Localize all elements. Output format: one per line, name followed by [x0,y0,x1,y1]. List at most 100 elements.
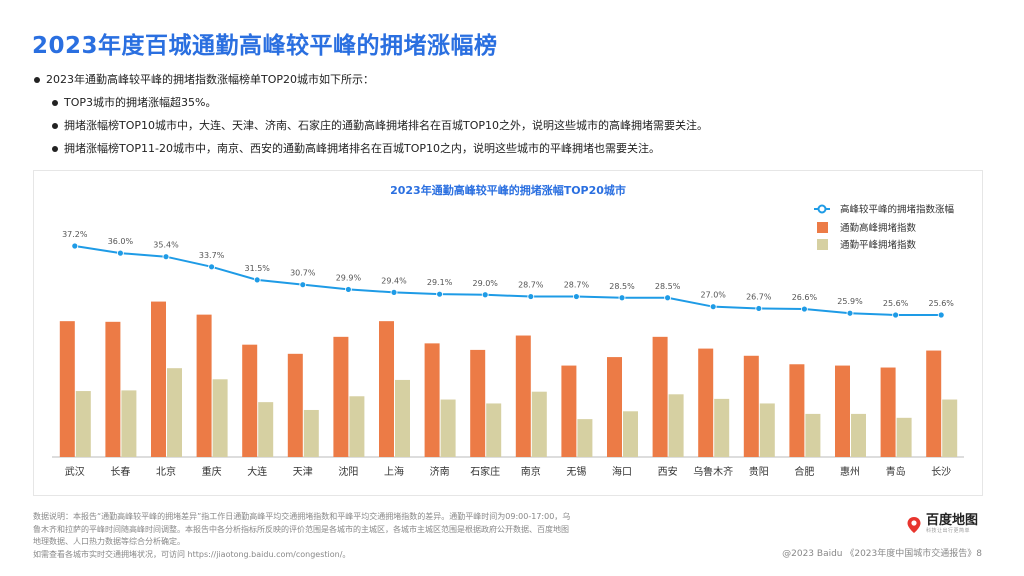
growth-label-1: 36.0% [108,237,134,246]
legend-label-peak: 通勤高峰拥堵指数 [840,222,917,234]
bar-offpeak-3 [212,379,228,457]
combo-chart: 2023年通勤高峰较平峰的拥堵涨幅TOP20城市 高峰较平峰的拥堵指数涨幅 通勤… [52,183,964,478]
growth-label-17: 25.9% [837,297,863,306]
bar-offpeak-14 [714,398,730,457]
footnote-line-1: 数据说明：本报告“通勤高峰较平峰的拥堵差异”指工作日通勤高峰平均交通拥堵指数和平… [33,512,571,521]
chart-panel: 2023年通勤高峰较平峰的拥堵涨幅TOP20城市 高峰较平峰的拥堵指数涨幅 通勤… [33,170,983,496]
growth-point-19 [937,311,945,319]
x-tick-label-14: 乌鲁木齐 [693,465,733,478]
bar-peak-14 [698,348,714,457]
bar-offpeak-8 [440,399,456,457]
logo-subtext: 科技让出行更简单 [926,528,971,534]
growth-label-2: 35.4% [153,241,179,250]
growth-label-11: 28.7% [564,281,590,290]
growth-label-13: 28.5% [655,282,681,291]
growth-label-10: 28.7% [518,281,544,290]
bar-peak-19 [926,350,942,457]
bullet-intro: 2023年通勤高峰较平峰的拥堵指数涨幅榜单TOP20城市如下所示： [34,72,708,95]
growth-point-16 [801,305,808,313]
x-tick-label-4: 大连 [247,465,267,478]
x-tick-label-7: 上海 [384,465,404,478]
growth-label-9: 29.0% [472,279,498,288]
legend-line-marker [817,204,827,214]
x-tick-label-9: 石家庄 [470,465,500,478]
growth-label-12: 28.5% [609,282,635,291]
bar-offpeak-18 [896,417,912,457]
bar-peak-6 [333,336,349,457]
x-tick-label-10: 南京 [521,465,541,478]
legend-peak-swatch [817,222,828,233]
bar-peak-16 [789,364,805,457]
x-tick-label-19: 长沙 [931,466,951,478]
copyright-text: @2023 Baidu 《2023年度中国城市交通报告》8 [782,549,982,559]
bar-offpeak-0 [75,391,91,457]
x-tick-label-1: 长春 [110,466,130,478]
bar-peak-9 [470,349,486,457]
bars-group [59,301,958,457]
legend-label-offpeak: 通勤平峰拥堵指数 [840,239,917,251]
growth-point-2 [162,253,170,261]
growth-point-13 [664,294,671,302]
growth-point-11 [573,293,580,300]
growth-label-7: 29.4% [381,276,407,285]
bar-peak-11 [561,365,577,457]
x-axis-labels: 武汉 长春 北京 重庆 大连 天津 沈阳 上海 济南 石家庄 南京 无锡 海口 西安 乌鲁木齐 贵阳 合肥 惠州 青… [65,465,951,478]
bar-peak-1 [105,321,121,457]
growth-label-16: 26.6% [792,293,818,302]
bar-peak-2 [151,301,166,457]
growth-label-18: 25.6% [883,299,909,308]
growth-point-18 [892,311,899,319]
growth-line-group: 37.2% 36.0% 35.4% 33.7% 31.5% 30.7% 29.9% 29.4%… [62,230,954,319]
growth-label-19: 25.6% [928,299,954,308]
bar-offpeak-2 [167,368,182,457]
growth-point-9 [481,291,489,299]
growth-label-3: 33.7% [199,251,225,260]
footnote: 数据说明：本报告“通勤高峰较平峰的拥堵差异”指工作日通勤高峰平均交通拥堵指数和平… [33,511,653,561]
growth-label-6: 29.9% [336,273,362,282]
growth-label-8: 29.1% [427,278,453,287]
growth-point-7 [390,288,398,296]
growth-point-15 [755,305,763,312]
growth-point-4 [253,276,261,284]
growth-label-0: 37.2% [62,230,88,239]
baidu-map-logo: 百度地图 科技让出行更简单 [906,514,978,535]
bullet-top3: TOP3城市的拥堵涨幅超35%。 [52,95,708,118]
bar-offpeak-19 [942,399,958,457]
bar-offpeak-11 [577,419,593,457]
chart-legend: 高峰较平峰的拥堵指数涨幅 通勤高峰拥堵指数 通勤平峰拥堵指数 [814,204,955,251]
growth-point-8 [436,290,444,298]
growth-point-3 [208,263,216,271]
bar-offpeak-9 [486,403,502,457]
x-tick-label-16: 合肥 [794,465,814,478]
growth-line-path [74,245,942,316]
x-tick-label-6: 沈阳 [338,465,358,478]
bar-peak-18 [880,367,896,457]
legend-item-growth: 高峰较平峰的拥堵指数涨幅 [814,204,955,216]
x-tick-label-13: 西安 [658,465,678,478]
growth-point-12 [618,294,626,302]
bar-offpeak-13 [668,394,684,457]
bar-offpeak-6 [349,396,365,457]
bar-offpeak-4 [258,402,274,457]
footnote-line-3: 地理数据、人口热力数据等综合分析确定。 [33,537,185,546]
summary-bullets: 2023年通勤高峰较平峰的拥堵指数涨幅榜单TOP20城市如下所示： TOP3城市… [34,72,708,164]
growth-label-14: 27.0% [700,291,726,300]
bar-peak-4 [242,344,258,457]
bar-peak-5 [287,353,303,457]
growth-point-6 [344,286,352,293]
bar-offpeak-17 [851,413,866,457]
legend-offpeak-swatch [817,239,828,250]
legend-label-growth: 高峰较平峰的拥堵指数涨幅 [840,204,955,216]
bar-offpeak-15 [759,403,775,457]
bar-peak-3 [196,314,212,457]
bar-peak-10 [515,335,531,457]
bar-offpeak-12 [623,411,638,457]
bar-peak-17 [835,365,850,457]
bar-peak-13 [652,336,668,457]
x-tick-label-17: 惠州 [840,465,860,478]
bar-offpeak-5 [303,409,319,457]
chart-title: 2023年通勤高峰较平峰的拥堵涨幅TOP20城市 [390,183,626,197]
bar-peak-15 [743,355,759,457]
legend-item-offpeak: 通勤平峰拥堵指数 [817,239,917,251]
growth-point-1 [117,249,124,257]
